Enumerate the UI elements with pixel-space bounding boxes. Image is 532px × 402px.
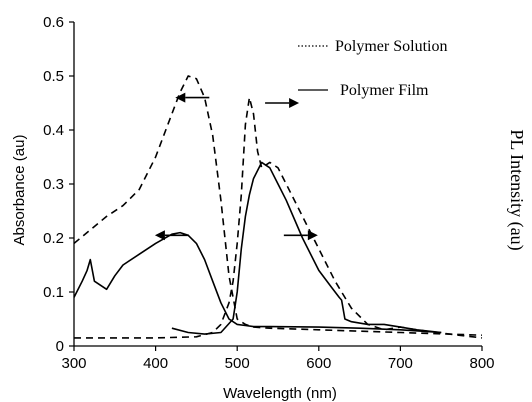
arrows (154, 92, 318, 241)
y-ticks: 0 0.1 0.2 0.3 0.4 0.5 0.6 (43, 14, 74, 355)
series-line-absorbance-film (73, 231, 442, 334)
legend: Polymer Solution Polymer Film (298, 38, 447, 99)
y-tick-label: 0.3 (43, 176, 64, 193)
series-line-absorbance-solution (73, 75, 483, 336)
x-tick-label: 400 (143, 355, 168, 372)
x-tick-label: 600 (306, 355, 331, 372)
series-line-pl-solution (74, 96, 483, 339)
legend-solution-label: Polymer Solution (335, 38, 447, 55)
x-tick-label: 300 (61, 355, 86, 372)
x-tick-label: 700 (388, 355, 413, 372)
y-tick-label: 0 (56, 338, 64, 355)
x-axis-label: Wavelength (nm) (223, 385, 337, 402)
y-tick-label: 0.6 (43, 14, 64, 31)
legend-film-label: Polymer Film (340, 82, 429, 99)
x-ticks: 300 400 500 600 700 800 (61, 346, 495, 372)
x-tick-label: 800 (469, 355, 494, 372)
y-tick-label: 0.4 (43, 122, 64, 139)
x-tick-label: 500 (225, 355, 250, 372)
series-line-pl-film (171, 161, 442, 335)
y-tick-label: 0.5 (43, 68, 64, 85)
y-tick-label: 0.2 (43, 230, 64, 247)
arrow-left (175, 92, 210, 103)
y2-axis-label: PL Intensity (au) (506, 129, 527, 250)
arrow-right (283, 230, 318, 241)
y-tick-label: 0.1 (43, 284, 64, 301)
arrow-right (265, 98, 300, 108)
plot-lines (73, 75, 483, 339)
y-axis-label: Absorbance (au) (11, 135, 28, 246)
arrow-left (154, 230, 189, 241)
